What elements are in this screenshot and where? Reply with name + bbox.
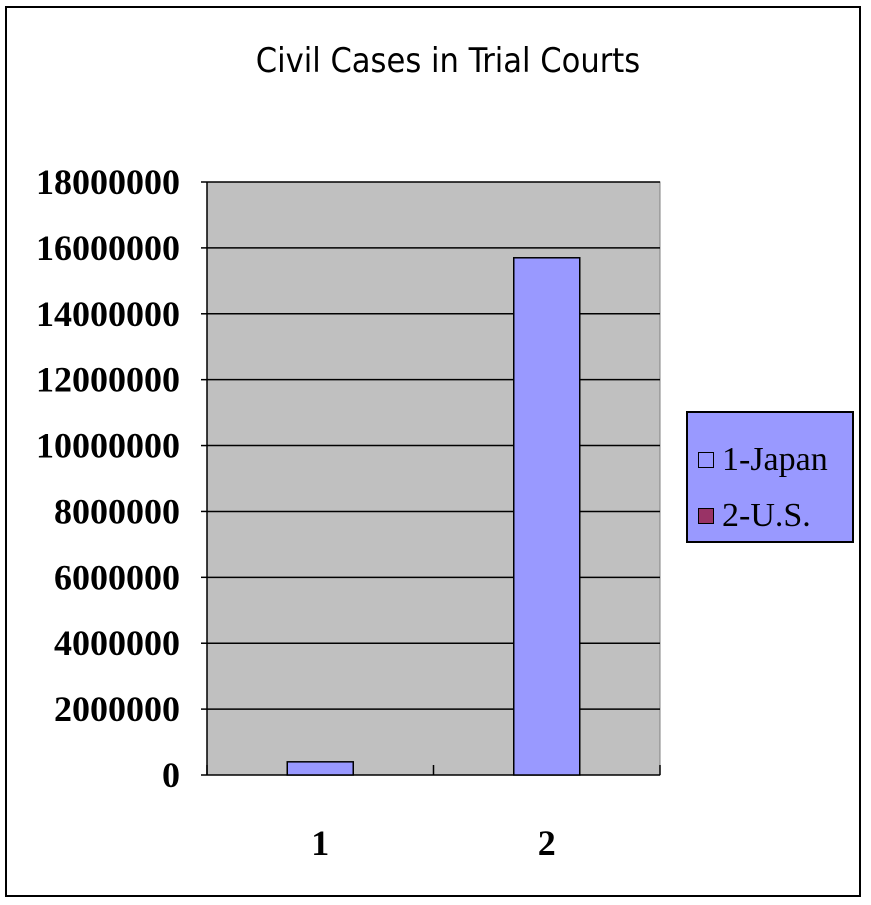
y-tick-label: 16000000 [36, 228, 180, 268]
x-tick-label: 2 [538, 823, 556, 863]
legend-label-japan: 1-Japan [722, 441, 828, 478]
y-tick-label: 2000000 [54, 689, 180, 729]
bar [513, 257, 581, 776]
y-tick-label: 10000000 [36, 426, 180, 466]
y-tick-label: 4000000 [54, 623, 180, 663]
y-tick-label: 8000000 [54, 491, 180, 531]
x-tick-label: 1 [311, 823, 329, 863]
legend-item-us: 2-U.S. [698, 497, 811, 535]
y-tick-label: 14000000 [36, 294, 180, 334]
y-tick-label: 12000000 [36, 360, 180, 400]
chart-title: Civil Cases in Trial Courts [256, 41, 640, 81]
legend-label-us: 2-U.S. [722, 497, 811, 534]
legend-swatch-japan [698, 452, 714, 468]
y-tick-label: 6000000 [54, 557, 180, 597]
y-tick-label: 0 [162, 755, 180, 795]
bar [286, 761, 354, 776]
legend-swatch-us [698, 508, 714, 524]
legend-item-japan: 1-Japan [698, 441, 828, 479]
plot-area: 0 2000000 4000000 6000000 8000000 10000000 120… [36, 162, 661, 863]
y-tick-label: 18000000 [36, 162, 180, 202]
legend: 1-Japan 2-U.S. [686, 411, 854, 543]
plot-background [206, 181, 661, 776]
